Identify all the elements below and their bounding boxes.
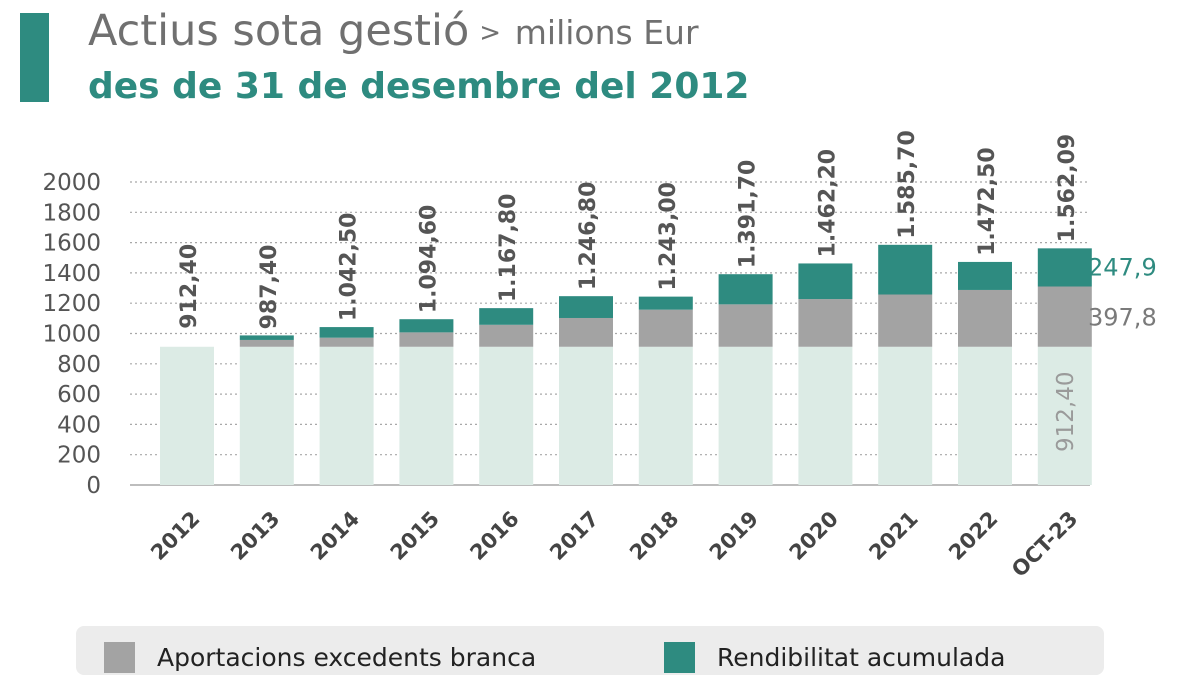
y-tick-label: 1000 [42, 322, 101, 348]
bar-segment-contributions [479, 324, 534, 347]
legend-swatch-returns [664, 642, 695, 673]
bar-segment-base [239, 346, 294, 485]
y-tick-label: 1200 [42, 291, 101, 317]
x-tick-label: 2022 [944, 507, 1002, 565]
base-annotation: 912,40 [1053, 372, 1079, 452]
legend-item-returns: Rendibilitat acumulada [664, 642, 1005, 673]
bar-segment-contributions [878, 294, 933, 347]
bar-segment-contributions [958, 289, 1012, 347]
chart-unit: milions Eur [514, 13, 699, 52]
x-tick-label: 2013 [226, 507, 284, 565]
legend-label-returns: Rendibilitat acumulada [717, 643, 1006, 672]
bar-segment-returns [958, 261, 1012, 290]
x-tick-label: 2016 [465, 507, 523, 565]
bar-total-label: 1.472,50 [975, 147, 1000, 256]
stacked-bar-chart: 0 200 400 600 800 1000 1200 1400 1600 1800 2000 91… [42, 130, 1157, 582]
legend-swatch-contributions [104, 642, 135, 673]
legend-item-contributions: Aportacions excedents branca [104, 642, 536, 673]
x-tick-label: 2017 [545, 507, 603, 565]
x-tick-label: 2021 [864, 507, 922, 565]
y-tick-label: 400 [57, 412, 101, 438]
bar-segment-base [718, 346, 773, 485]
bar-segment-base [399, 346, 454, 485]
bar-total-label: 1.042,50 [337, 213, 362, 322]
chart-title-main: Actius sota gestió [88, 6, 470, 56]
returns-annotation: 247,9 [1088, 253, 1157, 281]
bar-segment-base [798, 346, 853, 485]
y-tick-label: 200 [57, 443, 101, 469]
bar-segment-contributions [559, 317, 613, 347]
bar-segment-returns [798, 263, 853, 300]
title-separator: > [479, 18, 502, 48]
y-tick-label: 0 [86, 473, 101, 499]
bar-segment-returns [239, 335, 294, 340]
legend-label-contributions: Aportacions excedents branca [157, 643, 537, 672]
bar-segment-base [958, 346, 1012, 485]
bar-segment-base [160, 346, 214, 485]
bar-total-label: 1.462,20 [815, 149, 840, 258]
bar-segment-returns [878, 244, 933, 295]
x-tick-label: 2018 [625, 507, 683, 565]
bar-segment-returns [399, 319, 454, 333]
x-tick-label: 2019 [705, 507, 763, 565]
bar-segment-contributions [638, 309, 693, 347]
bar-total-label: 987,40 [257, 245, 282, 330]
bar-total-label: 1.391,70 [736, 160, 761, 269]
bar-segment-returns [559, 296, 613, 318]
bar-segment-returns [1037, 248, 1092, 287]
bar-segment-base [479, 346, 534, 485]
bar-segment-contributions [239, 339, 294, 347]
bar-segment-contributions [399, 332, 454, 347]
bar-segment-contributions [798, 299, 853, 347]
y-tick-label: 1800 [42, 200, 101, 226]
bar-segment-returns [319, 327, 374, 338]
bar-segment-base [638, 346, 693, 485]
bar-segment-returns [718, 274, 773, 305]
bar-segment-base [1037, 346, 1092, 485]
bar-total-label: 1.246,80 [576, 182, 601, 291]
x-tick-label: OCT-23 [1007, 507, 1082, 582]
bar-total-label: 912,40 [177, 244, 202, 329]
bar-segment-returns [479, 308, 534, 325]
chart-title: Actius sota gestió > milions Eur [88, 6, 699, 58]
x-tick-label: 2015 [386, 507, 444, 565]
bar-total-label: 1.094,60 [416, 205, 441, 314]
bar-total-label: 1.167,80 [496, 194, 521, 303]
bar-segment-base [878, 346, 933, 485]
bar-segment-contributions [718, 304, 773, 347]
x-tick-label: 2020 [785, 507, 843, 565]
x-tick-label: 2014 [306, 507, 364, 565]
y-tick-label: 2000 [42, 170, 101, 196]
bar-segment-base [319, 346, 374, 485]
y-tick-label: 1400 [42, 261, 101, 287]
bar-total-label: 1.243,00 [656, 182, 681, 291]
bar-segment-base [559, 346, 613, 485]
bar-segment-returns [638, 296, 693, 310]
contributions-annotation: 397,8 [1088, 304, 1157, 332]
bar-segment-contributions [1037, 286, 1092, 347]
x-tick-label: 2012 [146, 507, 204, 565]
bar-total-label: 1.585,70 [895, 130, 920, 239]
chart-subtitle: des de 31 de desembre del 2012 [88, 66, 750, 107]
y-tick-label: 800 [57, 352, 101, 378]
bar-total-label: 1.562,09 [1055, 134, 1080, 243]
bar-segment-contributions [319, 337, 374, 347]
title-accent-bar [20, 13, 49, 102]
legend: Aportacions excedents branca Rendibilita… [76, 626, 1104, 675]
y-tick-label: 1600 [42, 231, 101, 257]
y-tick-label: 600 [57, 382, 101, 408]
